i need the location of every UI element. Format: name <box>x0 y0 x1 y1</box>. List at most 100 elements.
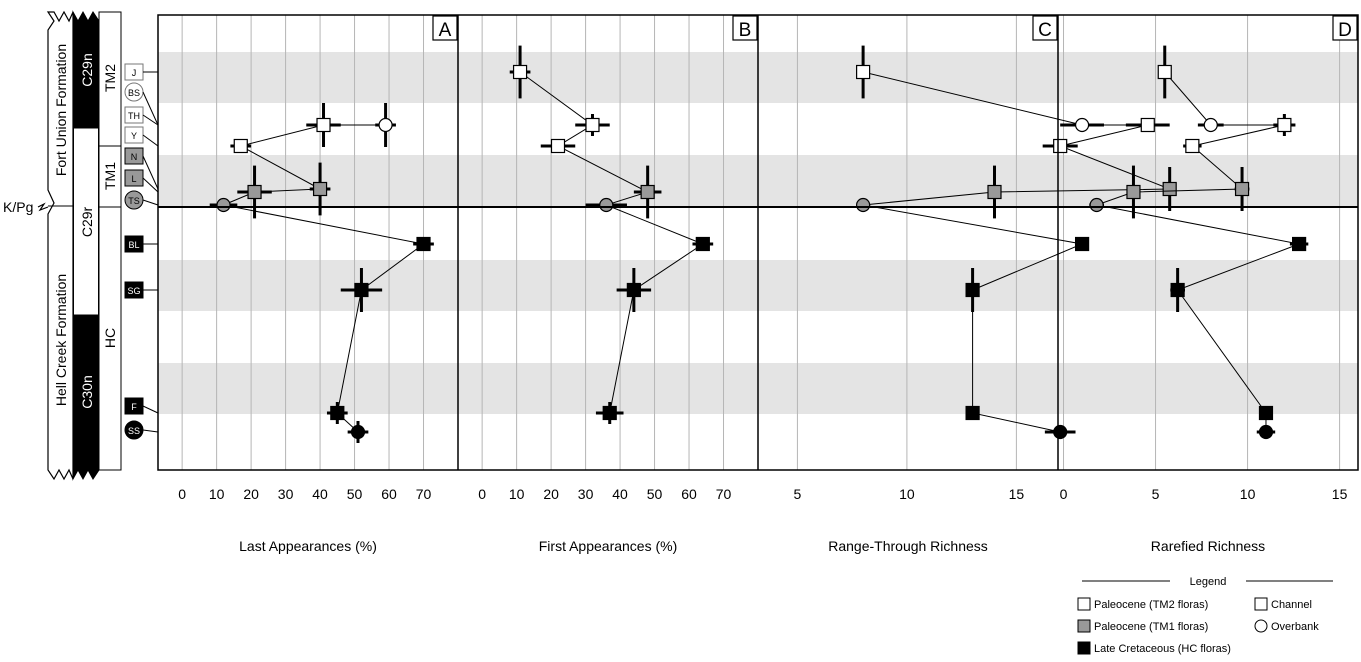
data-point-channel-y <box>233 138 248 154</box>
flora-label-f: F <box>131 402 137 412</box>
legend-symbol-circle <box>1254 619 1268 633</box>
legend-item-label: Channel <box>1271 599 1312 611</box>
flora-label-sg: SG <box>127 286 140 296</box>
panel-letter-a: A <box>439 20 452 41</box>
data-point-channel-th <box>585 117 600 133</box>
panel-letter-c: C <box>1038 20 1052 41</box>
data-point-channel-n <box>312 181 328 197</box>
formation-label-hell-creek: Hell Creek Formation <box>53 274 69 406</box>
stratigraphic-column: Fort Union Formation Hell Creek Formatio… <box>3 10 122 481</box>
data-point-channel-bl <box>416 236 431 252</box>
legend-item-label: Paleocene (TM1 floras) <box>1094 621 1208 633</box>
panel-d: 0 5 10 15 Rarefied Richness D <box>1060 15 1358 554</box>
data-point-overbank-bs <box>1203 117 1218 133</box>
flora-leader-line <box>142 155 159 190</box>
series-line <box>240 124 324 147</box>
x-tick-label: 5 <box>794 486 802 502</box>
zone-label-tm1: TM1 <box>102 162 118 190</box>
chron-label-c30n: C30n <box>79 375 95 408</box>
data-point-channel-bl <box>695 236 710 252</box>
data-point-channel-sg <box>965 282 980 298</box>
flora-label-bs: BS <box>128 88 140 98</box>
data-point-channel-bl <box>1074 236 1090 252</box>
data-point-channel-th <box>1277 117 1292 133</box>
formation-column <box>46 10 74 481</box>
data-point-overbank-ts <box>1089 197 1104 213</box>
flora-labels: J BS TH Y N L TS BL SG F SS <box>124 63 159 440</box>
data-point-channel-sg <box>626 282 641 298</box>
data-point-channel-j <box>512 64 528 80</box>
x-tick-label: 0 <box>478 486 486 502</box>
data-point-channel-bl <box>1292 236 1307 252</box>
data-point-channel-y <box>550 138 566 154</box>
flora-leader-line <box>142 91 159 126</box>
flora-leader-line <box>142 177 159 193</box>
kpg-marker <box>37 202 49 212</box>
data-point-overbank-ts <box>856 197 871 213</box>
data-point-overbank-bs <box>1074 117 1090 133</box>
x-tick-label: 50 <box>647 486 663 502</box>
legend-symbol-square <box>1077 597 1091 611</box>
x-tick-label: 70 <box>716 486 732 502</box>
data-point-channel-f <box>965 405 980 421</box>
kpg-label: K/Pg <box>3 199 33 215</box>
panel-letter-box <box>432 15 458 41</box>
plot-frame <box>157 14 1359 471</box>
flora-leader-line <box>142 199 159 206</box>
data-point-channel-j <box>1157 64 1172 80</box>
legend: Legend Paleocene (TM2 floras) Paleocene (T… <box>1077 576 1333 655</box>
flora-leader-line <box>142 429 159 433</box>
data-point-overbank-bs <box>378 117 393 133</box>
data-point-channel-n <box>1162 181 1177 197</box>
legend-symbol-square <box>1077 641 1091 655</box>
panel-letter-box <box>1032 15 1058 41</box>
panel-letter-box <box>732 15 758 41</box>
data-point-overbank-ss <box>1258 424 1274 440</box>
x-tick-label: 40 <box>612 486 628 502</box>
x-axis-label: Range-Through Richness <box>828 538 988 554</box>
panel-c: 5 10 15 Range-Through Richness C <box>794 15 1177 554</box>
data-point-channel-n <box>1234 181 1250 197</box>
flora-label-j: J <box>132 68 137 78</box>
flora-label-l: L <box>131 174 136 184</box>
data-point-channel-l <box>640 184 655 200</box>
formation-label-fort-union: Fort Union Formation <box>53 44 69 176</box>
data-point-channel-sg <box>1170 282 1185 298</box>
data-point-channel-th <box>1140 117 1155 133</box>
panel-letter-b: B <box>739 20 752 41</box>
flora-label-ts: TS <box>128 196 140 206</box>
data-point-channel-th <box>316 117 331 133</box>
flora-label-bl: BL <box>128 240 139 250</box>
data-point-channel-f <box>1258 405 1274 421</box>
legend-title: Legend <box>1190 576 1227 588</box>
data-point-channel-l <box>987 184 1002 200</box>
panel-letter-d: D <box>1338 20 1352 41</box>
data-point-channel-l <box>247 184 262 200</box>
data-point-channel-f <box>330 405 345 421</box>
x-tick-label: 30 <box>578 486 594 502</box>
flora-leader-line <box>142 134 159 147</box>
data-point-overbank-ts <box>216 197 231 213</box>
data-point-overbank-ss <box>350 424 366 440</box>
x-tick-label: 40 <box>312 486 328 502</box>
data-point-channel-y <box>1053 138 1068 154</box>
flora-label-th: TH <box>128 111 140 121</box>
x-tick-label: 50 <box>347 486 363 502</box>
panel-letter-box <box>1332 15 1358 41</box>
series-line <box>519 71 704 414</box>
grid-lines <box>181 15 1341 470</box>
zone-label-hc: HC <box>102 328 118 348</box>
zone-label-tm2: TM2 <box>102 64 118 92</box>
data-point-channel-f <box>602 405 617 421</box>
x-tick-label: 70 <box>416 486 432 502</box>
flora-label-n: N <box>131 152 138 162</box>
x-axis-label: Rarefied Richness <box>1151 538 1265 554</box>
legend-item-label: Overbank <box>1271 621 1319 633</box>
x-tick-label: 20 <box>243 486 259 502</box>
flora-leader-line <box>142 405 159 414</box>
x-tick-label: 15 <box>1332 486 1348 502</box>
x-tick-label: 20 <box>543 486 559 502</box>
data-point-overbank-ss <box>1053 424 1068 440</box>
data-point-channel-l <box>1126 184 1141 200</box>
legend-item-label: Late Cretaceous (HC floras) <box>1094 643 1231 655</box>
